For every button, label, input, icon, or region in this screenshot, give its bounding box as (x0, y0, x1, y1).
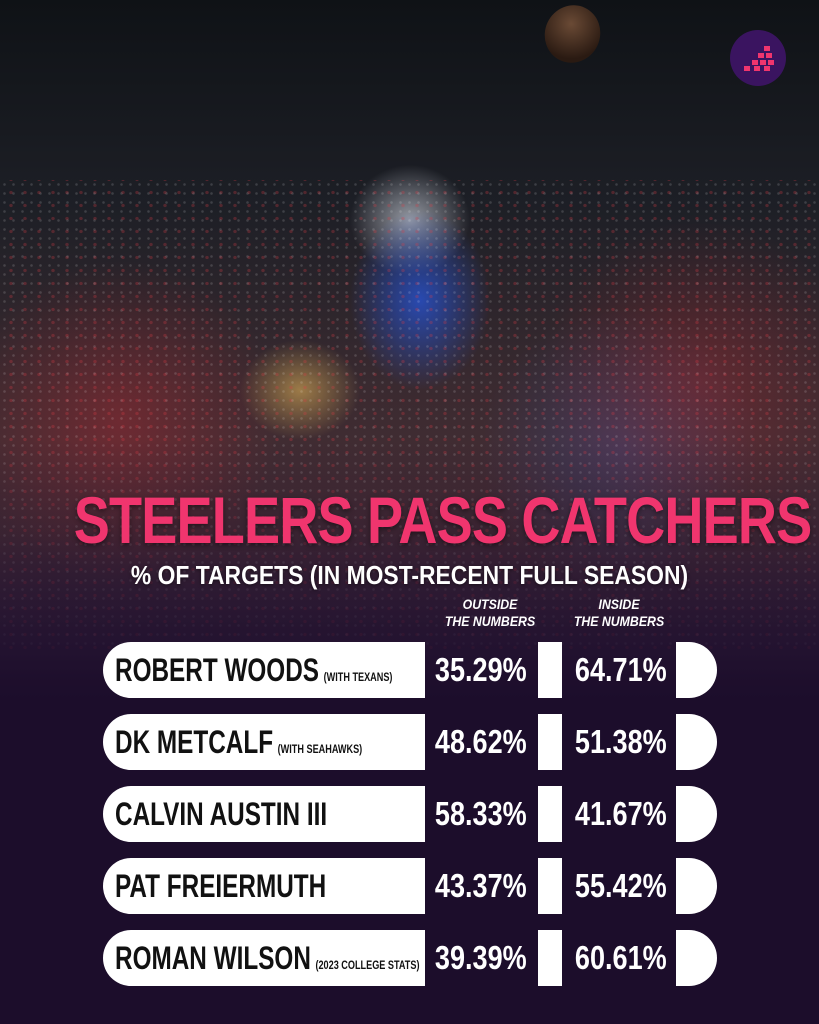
column-header-outside-line2: THE NUMBERS (444, 613, 536, 629)
outside-value: 35.29% (434, 651, 527, 688)
player-name-text: ROBERT WOODS (115, 652, 320, 688)
column-header-inside-line2: THE NUMBERS (573, 613, 665, 629)
row-divider (538, 930, 562, 986)
inside-value: 60.61% (574, 939, 667, 976)
outside-value: 58.33% (434, 795, 527, 832)
name-pill (103, 714, 425, 770)
player-name-text: PAT FREIERMUTH (115, 868, 327, 904)
brand-logo-icon (730, 30, 786, 86)
table-row: ROBERT WOODS (WITH TEXANS) 35.29% 64.71% (103, 642, 717, 698)
table-row: DK METCALF (WITH SEAHAWKS) 48.62% 51.38% (103, 714, 717, 770)
row-divider (538, 786, 562, 842)
row-divider (538, 858, 562, 914)
player-name: ROMAN WILSON (2023 COLLEGE STATS) (115, 930, 420, 986)
player-name-text: DK METCALF (115, 724, 274, 760)
column-header-outside: OUTSIDE THE NUMBERS (433, 596, 547, 630)
player-note: (2023 COLLEGE STATS) (315, 958, 420, 972)
player-note: (WITH TEXANS) (323, 670, 393, 684)
page-title: STEELERS PASS CATCHERS (73, 483, 813, 557)
player-name-text: ROMAN WILSON (115, 940, 311, 976)
row-endcap (676, 786, 717, 842)
name-pill (103, 642, 425, 698)
player-name: PAT FREIERMUTH (115, 858, 331, 914)
name-pill (103, 930, 425, 986)
table-row: ROMAN WILSON (2023 COLLEGE STATS) 39.39% … (103, 930, 717, 986)
inside-value: 64.71% (574, 651, 667, 688)
table-row: PAT FREIERMUTH 43.37% 55.42% (103, 858, 717, 914)
player-name: ROBERT WOODS (WITH TEXANS) (115, 642, 392, 698)
player-note: (WITH SEAHAWKS) (277, 742, 363, 756)
inside-value: 51.38% (574, 723, 667, 760)
column-header-inside: INSIDE THE NUMBERS (562, 596, 676, 630)
row-endcap (676, 714, 717, 770)
row-divider (538, 714, 562, 770)
outside-value: 39.39% (434, 939, 527, 976)
player-name: CALVIN AUSTIN III (115, 786, 332, 842)
row-endcap (676, 642, 717, 698)
row-endcap (676, 858, 717, 914)
inside-value: 55.42% (574, 867, 667, 904)
outside-value: 48.62% (434, 723, 527, 760)
player-name: DK METCALF (WITH SEAHAWKS) (115, 714, 362, 770)
name-pill (103, 786, 425, 842)
table-row: CALVIN AUSTIN III 58.33% 41.67% (103, 786, 717, 842)
column-header-outside-line1: OUTSIDE (462, 596, 518, 612)
inside-value: 41.67% (574, 795, 667, 832)
name-pill (103, 858, 425, 914)
outside-value: 43.37% (434, 867, 527, 904)
row-divider (538, 642, 562, 698)
player-name-text: CALVIN AUSTIN III (115, 796, 328, 832)
row-endcap (676, 930, 717, 986)
column-header-inside-line1: INSIDE (598, 596, 640, 612)
page-subtitle: % OF TARGETS (IN MOST-RECENT FULL SEASON… (130, 560, 689, 590)
